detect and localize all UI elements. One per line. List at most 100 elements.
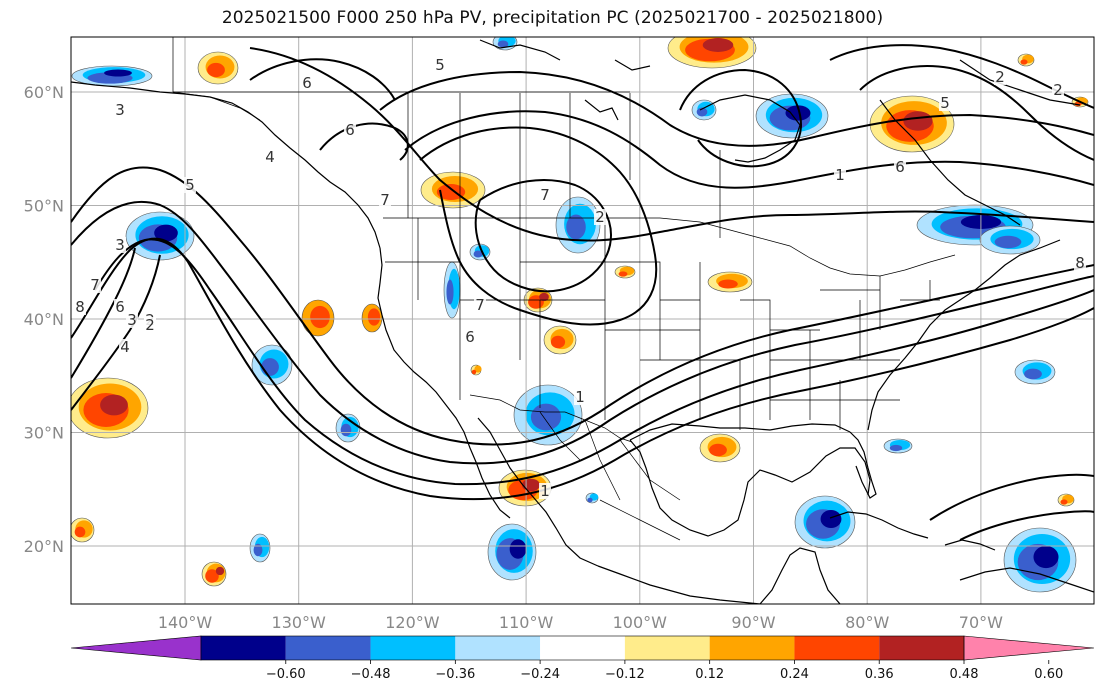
pv-contour-label: 7 bbox=[90, 276, 100, 294]
axis-labels: 60°N 50°N 40°N 30°N 20°N 140°W 130°W 120°W 110°W… bbox=[24, 83, 1003, 632]
pv-contour-label: 2 bbox=[595, 208, 605, 226]
contour-label-bg bbox=[1074, 255, 1086, 271]
precip-anomaly-patch bbox=[820, 509, 842, 529]
pv-contours bbox=[71, 44, 1094, 541]
precip-anomaly-patch bbox=[1033, 545, 1059, 569]
pv-contour bbox=[71, 166, 1094, 446]
pv-contour-label: 7 bbox=[475, 296, 485, 314]
lon-label: 90°W bbox=[731, 613, 775, 632]
precip-anomaly-patch bbox=[1024, 368, 1042, 380]
lon-label: 100°W bbox=[613, 613, 668, 632]
precip-anomaly-patch bbox=[340, 423, 352, 437]
contour-label-bg bbox=[994, 69, 1006, 85]
lon-label: 110°W bbox=[499, 613, 554, 632]
pv-contour bbox=[404, 110, 1094, 189]
precip-anomaly-patch bbox=[521, 478, 541, 492]
coastlines bbox=[71, 39, 1094, 604]
colorbar-tick-label: −0.48 bbox=[351, 667, 391, 682]
precip-anomaly-patch bbox=[367, 308, 381, 326]
precip-anomaly-patch bbox=[471, 369, 477, 375]
pv-contour bbox=[94, 238, 1094, 486]
pv-contour-label: 6 bbox=[465, 328, 475, 346]
precip-anomaly-patch bbox=[473, 250, 483, 258]
lat-label: 60°N bbox=[24, 83, 64, 102]
pv-contour-label: 8 bbox=[1075, 254, 1085, 272]
coastline-labrador bbox=[879, 99, 1021, 226]
contour-label-bg bbox=[434, 57, 446, 73]
map-frame bbox=[70, 36, 1095, 605]
precip-anomaly-patch bbox=[446, 279, 454, 305]
precip-anomaly-patch bbox=[618, 271, 628, 277]
contour-label-bg bbox=[301, 75, 313, 91]
state-province-borders bbox=[172, 37, 956, 541]
pv-contour bbox=[419, 126, 658, 326]
colorbar-bin bbox=[879, 636, 964, 660]
colorbar-tick-label: 0.24 bbox=[780, 667, 809, 682]
pv-contour-label: 5 bbox=[940, 94, 950, 112]
precip-anomaly-patch bbox=[497, 40, 509, 48]
pv-contour-label: 3 bbox=[127, 311, 137, 329]
colorbar bbox=[70, 635, 1095, 661]
pv-contour bbox=[249, 58, 396, 101]
colorbar-frame bbox=[200, 635, 965, 661]
colorbar-bin bbox=[540, 636, 625, 660]
colorbar-extend-high bbox=[963, 635, 1095, 661]
coastline-cuba bbox=[829, 511, 929, 539]
contour-label-bg bbox=[574, 389, 586, 405]
pv-contour bbox=[71, 254, 161, 411]
precip-anomaly-patch bbox=[718, 279, 738, 289]
pv-contour bbox=[929, 473, 1094, 521]
contour-label-bg bbox=[74, 299, 86, 315]
coastline-atlantic bbox=[867, 239, 1061, 431]
precip-anomaly-patch bbox=[1060, 499, 1068, 505]
colorbar-bin bbox=[794, 636, 880, 660]
pv-contour bbox=[319, 122, 409, 161]
border-us-mexico bbox=[469, 394, 633, 443]
coastline-arctic-islands bbox=[479, 39, 1081, 121]
precip-anomaly-patch bbox=[100, 394, 128, 416]
precip-anomaly-patch bbox=[709, 443, 727, 457]
coastline-mexico-pacific bbox=[597, 565, 761, 604]
pv-contour-label: 7 bbox=[540, 186, 550, 204]
pv-contour-label: 6 bbox=[115, 298, 125, 316]
precip-anomaly-patch bbox=[104, 69, 132, 77]
border-us-canada bbox=[383, 217, 956, 277]
lon-label: 120°W bbox=[385, 613, 440, 632]
colorbar-bin bbox=[201, 636, 286, 660]
pv-contour bbox=[71, 200, 1094, 465]
precip-anomaly-patch bbox=[994, 235, 1022, 249]
precip-anomaly-patch bbox=[539, 292, 549, 302]
precip-anomaly-patch bbox=[702, 38, 734, 52]
contour-label-bg bbox=[264, 149, 276, 165]
precip-anomaly-patch bbox=[530, 403, 562, 431]
border-alaska-canada bbox=[172, 37, 261, 121]
pv-contour bbox=[474, 179, 612, 293]
lon-label: 140°W bbox=[158, 613, 213, 632]
precip-anomaly-patch bbox=[587, 497, 593, 503]
contour-label-bg bbox=[126, 312, 138, 328]
contour-label-bg bbox=[939, 95, 951, 111]
pv-contour-label: 7 bbox=[380, 191, 390, 209]
contour-label-bg bbox=[114, 237, 126, 253]
contour-label-bg bbox=[594, 209, 606, 225]
contour-label-bg bbox=[344, 122, 356, 138]
precip-anomaly-patch bbox=[253, 543, 263, 557]
precip-anomaly-patch bbox=[903, 111, 933, 131]
contour-label-bg bbox=[834, 167, 846, 183]
colorbar-bin bbox=[370, 636, 456, 660]
colorbar-tick-labels: −0.60 −0.48 −0.36 −0.24 −0.12 0.12 0.24 0.36 0.4… bbox=[266, 660, 1063, 682]
lat-label: 40°N bbox=[24, 310, 64, 329]
pv-contour-label: 1 bbox=[575, 388, 585, 406]
lon-label: 70°W bbox=[959, 613, 1003, 632]
contour-label-bg bbox=[184, 177, 196, 193]
lon-label: 80°W bbox=[845, 613, 889, 632]
colorbar-extend-low bbox=[70, 635, 202, 661]
colorbar-tick-label: 0.48 bbox=[950, 667, 979, 682]
contour-label-bg bbox=[464, 329, 476, 345]
pv-contour-label: 8 bbox=[75, 298, 85, 316]
precip-anomaly-patch bbox=[205, 569, 219, 583]
pv-contour bbox=[959, 510, 1094, 541]
lat-label: 50°N bbox=[24, 197, 64, 216]
pv-contour bbox=[859, 65, 1094, 161]
